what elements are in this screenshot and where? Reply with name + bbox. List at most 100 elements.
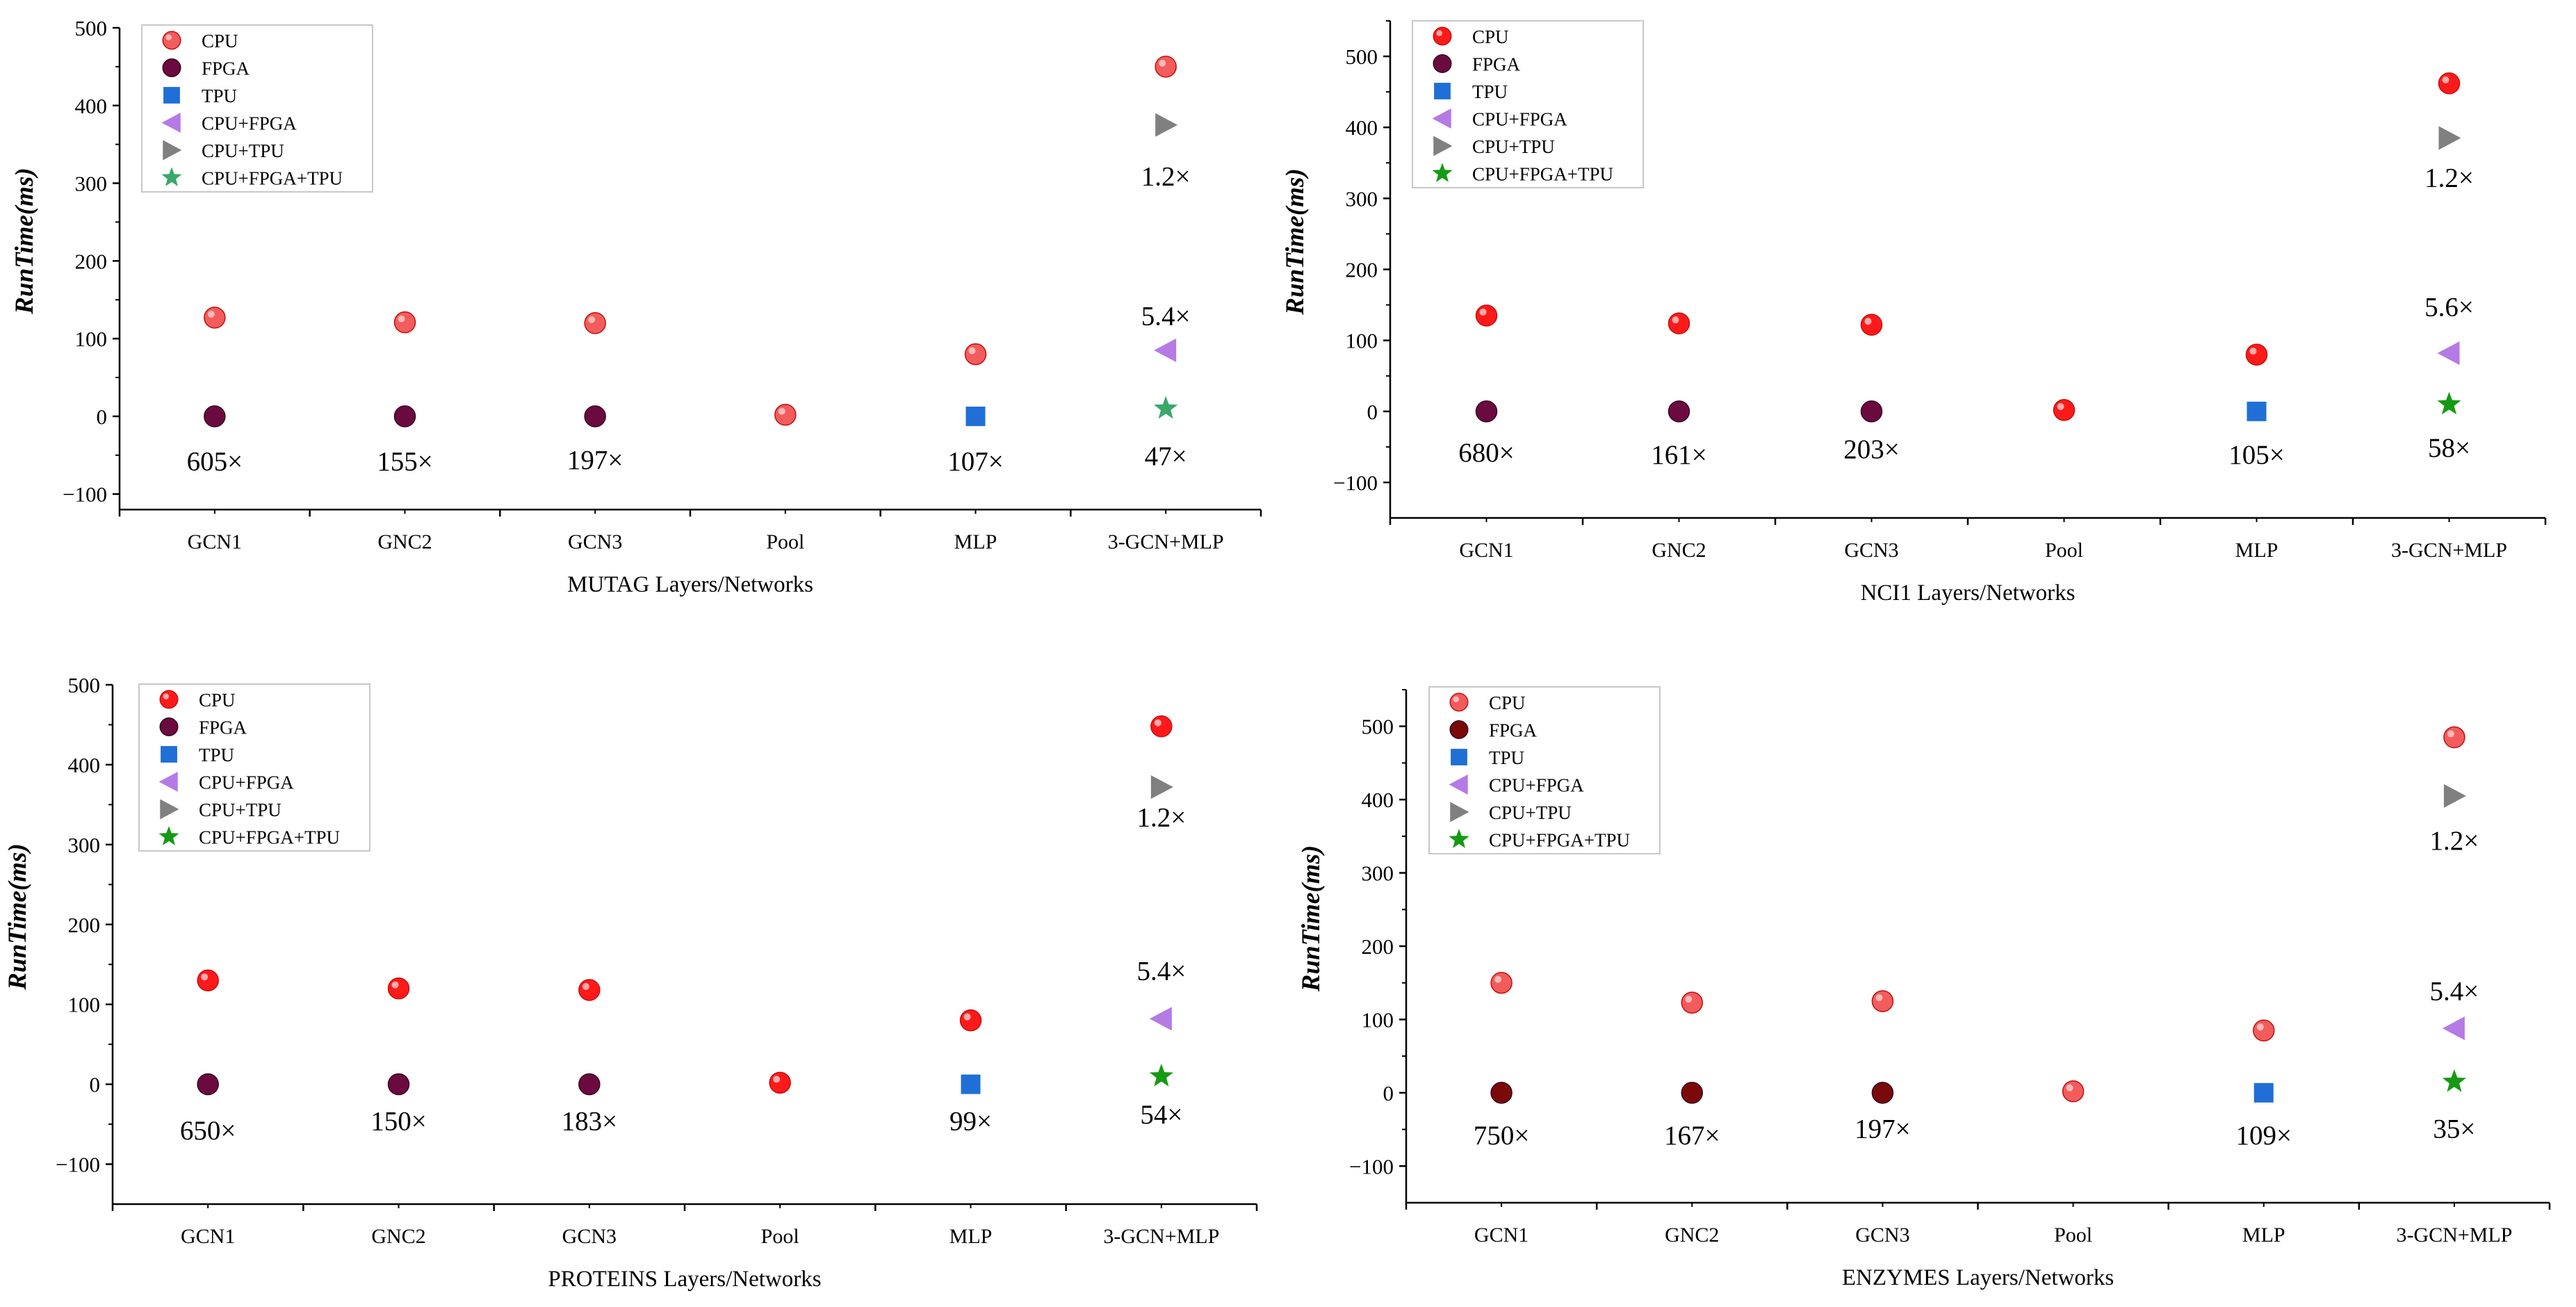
x-tick-label: 3-GCN+MLP [1108,530,1224,553]
speedup-label: 5.6× [2424,293,2474,323]
legend-entry: CPU+FPGA [202,113,297,134]
data-point-tpu [2253,1082,2274,1103]
legend-entry: FPGA [1489,720,1538,741]
data-point-cpu [1871,990,1894,1012]
data-point-cpu [387,977,410,1000]
speedup-label: 109× [2236,1121,2292,1151]
y-tick-label: 400 [68,753,101,777]
legend-marker-tpu [1451,749,1467,765]
y-tick-label: −100 [56,1153,100,1177]
data-point-cpu-highlight [968,347,976,355]
data-point-fpga [197,1073,219,1096]
legend-marker-fpga [162,58,181,77]
legend-marker-fpga [159,717,179,736]
y-tick-label: 0 [1367,400,1378,424]
data-point-fpga [1668,400,1690,423]
speedup-label: 105× [2228,440,2285,470]
legend-marker-cpu-highlight [1453,696,1459,702]
x-tick-label: GNC2 [371,1225,425,1248]
data-point-cpu-highlight [588,316,596,323]
x-tick-label: GNC2 [1652,539,1706,562]
data-point-cpu [2253,1019,2275,1041]
data-point-cpu_tpu [2443,784,2466,808]
y-tick-label: 400 [75,94,108,118]
data-point-cpu [1681,991,1703,1014]
data-point-cpu-highlight [2447,730,2454,738]
legend-marker-cpu_fpga [1449,774,1468,795]
x-tick-label: MLP [2235,539,2279,562]
y-tick-label: 500 [75,16,108,40]
legend-entry: CPU+TPU [1472,136,1555,157]
data-point-cpu [774,403,797,426]
legend-entry: TPU [199,745,234,765]
y-tick-label: 100 [75,327,108,351]
speedup-label: 197× [567,445,623,475]
data-point-fpga [1871,1082,1894,1104]
legend-entry: CPU [1489,692,1526,713]
data-point-cpu [1475,305,1498,327]
speedup-label: 35× [2433,1114,2475,1144]
y-tick-label: −100 [63,482,107,507]
data-point-cpu [2053,398,2076,421]
speedup-label: 1.2× [1141,161,1191,191]
data-point-cpu [1860,314,1883,336]
x-tick-label: GCN3 [568,530,622,553]
y-axis-title: RunTime(ms) [1297,845,1326,992]
y-tick-label: 500 [1362,715,1394,739]
x-tick-label: MLP [954,530,997,553]
data-point-cpu-highlight [207,310,215,318]
data-point-fpga [1860,400,1883,423]
legend-marker-tpu [161,746,177,763]
y-tick-label: 300 [1346,186,1378,211]
x-tick-label: GCN1 [188,530,242,553]
legend-marker-cpu_tpu [1433,136,1453,156]
speedup-label: 161× [1651,440,1707,470]
data-point-cpu [1155,56,1177,78]
data-point-cpu [2245,343,2268,366]
x-tick-label: GCN1 [1459,539,1513,562]
data-point-cpu-highlight [1479,308,1487,316]
y-tick-label: 200 [68,913,101,937]
data-point-tpu [965,406,986,426]
data-point-cpu-highlight [1159,59,1166,67]
data-point-cpu-highlight [398,315,405,323]
x-axis-title: NCI1 Layers/Networks [1861,581,2076,606]
y-tick-label: 500 [1346,44,1378,69]
speedup-label: 605× [187,447,243,477]
x-axis-title: PROTEINS Layers/Networks [548,1267,821,1292]
legend-entry: FPGA [199,717,247,738]
x-tick-label: Pool [2045,539,2083,562]
data-point-cpu_fpga [1149,1007,1172,1031]
data-point-cpu [1150,715,1173,738]
x-tick-label: 3-GCN+MLP [2391,539,2507,562]
y-tick-label: 0 [97,405,108,429]
data-point-cpu_fpga_tpu [1149,1064,1173,1087]
data-point-cpu-highlight [1875,994,1883,1002]
data-point-cpu-highlight [2066,1084,2073,1091]
y-tick-label: 100 [1346,329,1378,353]
y-tick-label: 300 [75,172,108,196]
data-point-cpu_fpga [2437,341,2460,366]
data-point-cpu [964,343,987,366]
data-point-cpu [204,307,226,329]
data-point-cpu [1668,312,1690,334]
x-tick-label: 3-GCN+MLP [1103,1225,1219,1248]
data-point-fpga [1490,1082,1513,1104]
legend-marker-fpga [1449,720,1469,739]
speedup-label: 58× [2428,433,2470,463]
data-point-fpga [387,1073,410,1096]
y-axis-title: RunTime(ms) [1281,168,1310,315]
legend-entry: TPU [1489,747,1524,768]
data-point-cpu-highlight [2249,348,2257,355]
legend-box [138,683,370,852]
legend: CPU FPGA TPU CPU+FPGA CPU+TPU CPU+FPGA+TPU [141,24,373,193]
data-point-cpu-highlight [963,1013,971,1021]
speedup-label: 203× [1843,435,1900,464]
chart-panel-4: −100 0 100 200 300 400 500 GCN1 GNC2 GCN3 Pool MLP 3… [1297,686,2551,1290]
speedup-label: 99× [949,1106,992,1136]
data-point-cpu_fpga_tpu [1154,396,1178,419]
legend-box [1428,686,1661,854]
speedup-label: 750× [1474,1121,1530,1151]
data-point-cpu [2443,726,2465,749]
legend-entry: CPU+FPGA [1472,109,1567,130]
